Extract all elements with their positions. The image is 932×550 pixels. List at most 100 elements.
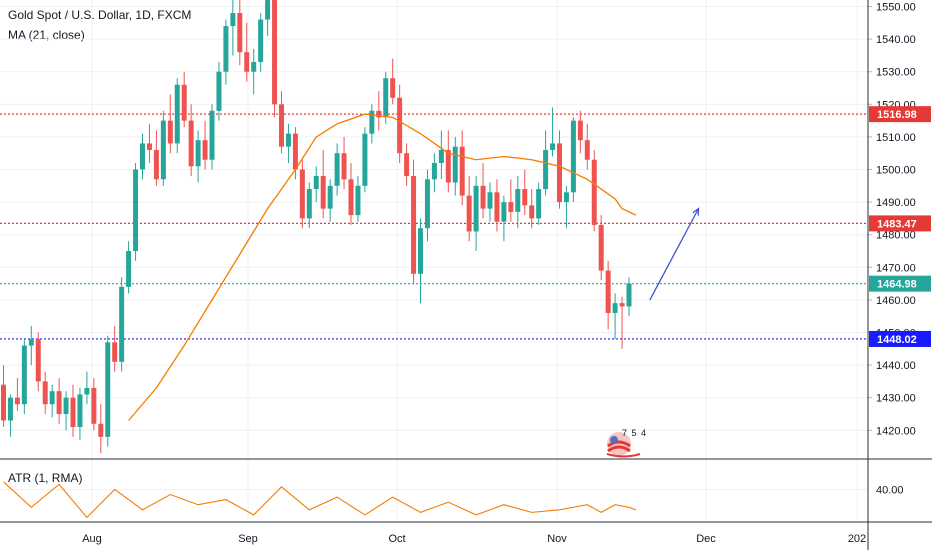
candle-body [619, 303, 625, 307]
candle-body [21, 345, 27, 405]
price-level-label: 1448.02 [877, 334, 917, 346]
candle-body [63, 397, 69, 414]
candle-body [285, 133, 291, 147]
candle-body [174, 84, 180, 144]
y-tick-label: 1540.00 [876, 34, 916, 46]
candle-body [355, 185, 361, 216]
candle-body [397, 97, 403, 154]
y-tick-label: 1440.00 [876, 360, 916, 372]
atr-legend[interactable]: ATR (1, RMA) [8, 471, 83, 485]
candle-body [445, 149, 451, 183]
candle-body [91, 387, 97, 424]
candle-body [70, 397, 76, 428]
candle-body [418, 228, 423, 274]
candle-body [230, 13, 236, 27]
ma-legend[interactable]: MA (21, close) [8, 28, 85, 42]
y-tick-label: 1460.00 [876, 295, 916, 307]
candle-body [160, 120, 166, 180]
candlesticks [1, 0, 632, 454]
price-level-label: 1483.47 [877, 218, 917, 230]
y-tick-label: 1500.00 [876, 165, 916, 177]
candle-body [251, 61, 257, 72]
candle-body [473, 185, 479, 232]
candle-body [404, 153, 410, 177]
y-tick-label: 1480.00 [876, 230, 916, 242]
arrow-shaft [649, 208, 700, 301]
candle-body [223, 26, 229, 72]
candle-body [237, 13, 243, 53]
watermark-text: 7 5 4 [622, 428, 648, 438]
candle-body [195, 140, 201, 167]
candle-body [119, 286, 125, 362]
candle-body [411, 176, 417, 274]
candle-body [348, 179, 354, 216]
candle-body [598, 224, 604, 271]
x-tick-label: Aug [82, 533, 102, 545]
price-level-label: 1464.98 [877, 279, 917, 291]
candle-body [153, 149, 159, 180]
candle-body [320, 176, 326, 209]
price-level-tag [869, 330, 931, 347]
y-tick-label: 1550.00 [876, 2, 916, 14]
x-tick-label: Oct [388, 533, 405, 545]
candle-body [327, 185, 333, 209]
candle-body [501, 202, 507, 222]
candle-body [112, 342, 118, 362]
candle-body [550, 143, 556, 150]
candle-body [1, 384, 6, 421]
candle-body [431, 162, 437, 180]
candle-body [605, 270, 611, 313]
candle-body [459, 146, 465, 196]
candle-body [272, 0, 278, 105]
candle-body [313, 176, 319, 190]
candle-body [557, 143, 562, 203]
candle-body [181, 84, 187, 121]
candle-body [56, 391, 62, 414]
candle-body [216, 71, 222, 111]
candle-body [522, 189, 528, 206]
candle-body [14, 397, 20, 405]
candle-body [209, 110, 215, 160]
candle-body [49, 391, 55, 405]
candle-body [265, 0, 271, 20]
price-level-tag [869, 106, 931, 123]
candle-body [126, 251, 132, 287]
price-level-tag [869, 215, 931, 232]
trend-arrow [649, 207, 700, 301]
candle-body [543, 149, 549, 190]
candle-body [424, 179, 430, 229]
candle-body [306, 189, 312, 219]
candle-body [494, 192, 500, 222]
flag-badge-icon [606, 432, 641, 458]
candle-body [188, 120, 194, 167]
x-tick-label: Dec [696, 533, 716, 545]
x-tick-label: 202 [848, 533, 866, 545]
symbol-legend[interactable]: Gold Spot / U.S. Dollar, 1D, FXCM [8, 8, 192, 22]
y-tick-label: 1510.00 [876, 132, 916, 144]
ma-line [128, 113, 637, 421]
atr-tick-label: 40.00 [876, 484, 904, 496]
candle-body [577, 120, 583, 141]
candle-body [28, 339, 34, 346]
price-level-tag [869, 275, 931, 292]
atr-pane [3, 481, 637, 519]
x-tick-label: Sep [238, 533, 258, 545]
candle-body [146, 143, 152, 150]
moving-average [128, 113, 637, 421]
candle-body [515, 189, 521, 212]
y-tick-label: 1470.00 [876, 262, 916, 274]
candle-body [383, 78, 389, 118]
y-tick-label: 1530.00 [876, 67, 916, 79]
candle-body [563, 192, 569, 203]
candle-body [452, 146, 458, 183]
candle-body [466, 195, 472, 232]
candle-body [292, 133, 298, 170]
candle-body [341, 153, 347, 180]
candle-body [77, 394, 83, 428]
candle-body [42, 381, 48, 405]
candle-body [258, 19, 264, 62]
candle-body [7, 397, 13, 421]
candle-body [133, 169, 139, 252]
